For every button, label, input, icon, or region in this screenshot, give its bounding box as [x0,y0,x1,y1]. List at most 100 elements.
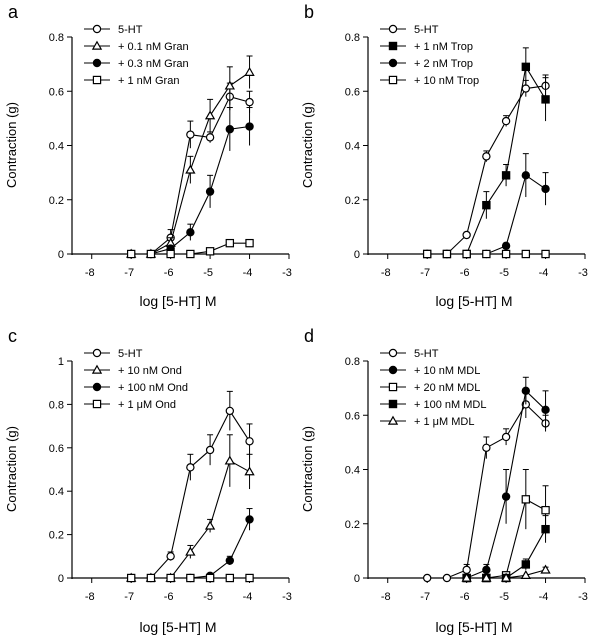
legend-entry: + 0.1 nM Gran [118,41,189,53]
x-tick-label: -8 [381,591,391,603]
legend-entry: 5-HT [414,24,439,36]
data-point [245,97,254,107]
data-point [205,573,215,583]
legend: 5-HT + 10 nM Ond + 100 nM Ond + 1 μM Ond [84,348,188,411]
data-point [388,348,398,358]
series-line [190,519,251,579]
data-point [205,247,215,256]
legend-entry: 5-HT [118,348,143,360]
y-tick-label: 0.8 [49,32,64,44]
y-tick-label: 0.2 [49,530,64,542]
data-point [126,573,136,583]
y-tick-label: 0.2 [345,195,360,207]
data-point [481,572,492,582]
y-tick-label: 0.6 [49,86,64,98]
data-point [126,249,136,259]
x-tick-label: -3 [282,267,292,279]
x-tick-label: -4 [539,267,549,279]
x-tick-label: -5 [499,267,509,279]
data-point [541,95,550,104]
data-point [92,75,102,85]
data-point [245,238,254,248]
data-point [521,249,531,259]
data-point [166,552,175,561]
data-point [91,364,103,374]
data-point [541,249,550,259]
data-point [482,565,491,575]
data-point [541,505,550,515]
legend-entry: + 100 nM MDL [414,399,486,411]
data-point [462,230,471,240]
legend-entry: + 0.3 nM Gran [118,58,189,70]
data-point [540,564,551,574]
data-point [388,399,398,409]
data-point [501,116,511,126]
data-point [92,348,102,358]
data-point [462,249,471,259]
data-point [501,492,511,501]
y-tick-label: 0 [58,573,64,585]
y-tick-label: 0 [58,249,64,261]
legend-entry: + 1 μM MDL [414,416,474,428]
data-point [442,249,452,259]
series-2 [186,508,254,583]
panel-label: c [8,326,17,346]
legend-entry: 5-HT [414,348,439,360]
y-tick-label: 0.4 [345,141,360,153]
series-0 [422,74,550,259]
y-axis-label: Contraction (g) [300,102,315,188]
series-3 [126,573,254,583]
data-point [225,573,235,583]
x-tick-label: -6 [460,591,470,603]
data-point [205,445,215,455]
data-point [541,405,550,415]
data-point [521,386,531,396]
data-point [388,41,398,51]
data-point [482,152,491,161]
y-tick-label: 0 [354,249,360,261]
data-point [186,130,195,139]
data-point [185,164,196,174]
data-point [166,573,175,583]
data-point [388,75,398,85]
y-axis-label: Contraction (g) [300,426,315,512]
series-4 [461,564,551,582]
data-point [245,573,254,583]
data-point [186,228,195,237]
data-point [92,24,102,34]
data-point [482,249,491,259]
legend: 5-HT + 1 nM Trop + 2 nM Trop + 10 nM Trop [380,24,479,87]
y-tick-label: 0.6 [345,410,360,422]
series-3 [422,249,550,259]
x-tick-label: -5 [499,591,509,603]
x-axis-label: log [5-HT] M [139,293,216,309]
data-point [462,565,471,575]
y-tick-label: 0.6 [49,443,64,455]
data-point [482,443,491,452]
data-point [521,560,531,569]
data-point [146,573,156,583]
legend-entry: + 1 μM Ond [118,399,176,411]
x-tick-label: -6 [460,267,470,279]
legend-entry: + 10 nM Trop [414,75,479,87]
data-point [521,171,531,180]
panel-label: b [304,2,314,22]
x-tick-label: -5 [203,591,213,603]
y-tick-label: 0 [354,573,360,585]
x-tick-label: -6 [164,591,174,603]
data-point [225,556,235,565]
series-line [427,85,546,255]
x-tick-label: -6 [164,267,174,279]
y-tick-label: 0.2 [49,195,64,207]
data-point [92,58,102,68]
x-tick-label: -3 [578,591,588,603]
data-point [245,515,254,524]
legend-entry: + 1 nM Trop [414,41,473,53]
x-tick-label: -4 [243,267,253,279]
legend-entry: + 10 nM MDL [414,365,480,377]
legend-entry: + 10 nM Ond [118,365,182,377]
data-point [244,466,255,476]
y-tick-label: 1 [58,356,64,368]
x-tick-label: -8 [85,591,95,603]
